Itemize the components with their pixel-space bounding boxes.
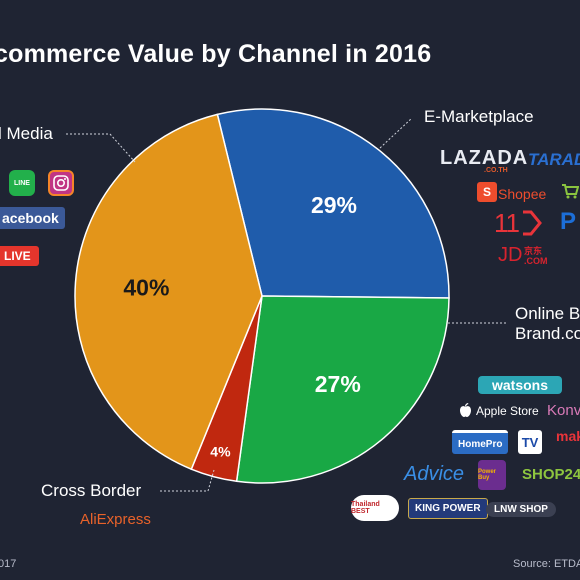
label-social-media: l Media [0, 124, 53, 143]
label-online-line1: Online B [515, 304, 580, 323]
king-power-logo: KING POWER [408, 498, 488, 519]
tv-direct-icon: TV [518, 430, 542, 454]
makro-logo: mak [556, 428, 580, 444]
thailand-best-logo-text: Thailand BEST [351, 501, 380, 515]
label-online-line2: Brand.co [515, 324, 580, 343]
tarad-logo: TARAD [528, 150, 580, 169]
cmart-cart-icon [560, 180, 580, 202]
chart-title: commerce Value by Channel in 2016 [0, 40, 432, 68]
label-cross-border: Cross Border [41, 481, 142, 500]
aliexpress-logo: AliExpress [80, 511, 151, 528]
konvy-logo: Konv [547, 402, 580, 419]
leader-social-diag [109, 133, 136, 163]
footer-year: 017 [0, 558, 17, 570]
eleven-street-logo: 11 [494, 208, 520, 238]
eleven-street-arrow-icon [523, 210, 542, 236]
cart-glyph-icon [562, 184, 579, 199]
lazada-sub-logo: .CO.TH [484, 167, 508, 174]
apple-icon [460, 403, 471, 417]
pie-slice-online-brand-com [235, 295, 450, 484]
shop24-logo: SHOP24 [522, 466, 580, 483]
pie-slice-e-marketplace [216, 108, 450, 299]
pie-percent-label: 29% [311, 192, 357, 218]
lnw-shop-logo: LNW SHOP [486, 502, 556, 517]
shopee-bag-icon: S [477, 182, 497, 202]
lazada-logo: LAZADA [440, 147, 529, 169]
jd-sub-logo: 京东 .COM [524, 246, 548, 266]
pie-percent-label: 4% [210, 443, 231, 459]
instagram-icon [48, 170, 74, 196]
jd-logo: JD [498, 244, 523, 266]
facebook-logo: acebook [0, 207, 65, 229]
watsons-logo: watsons [478, 376, 563, 394]
pie-slice-social-media [74, 113, 263, 471]
leader-emarket [379, 117, 413, 149]
footer-source: Source: ETDA [513, 558, 580, 570]
facebook-live-logo: LIVE [0, 246, 39, 266]
instagram-glyph-icon [53, 175, 69, 191]
shopee-logo: Shopee [498, 186, 547, 202]
powerbuy-logo-text: Power Buy [478, 469, 497, 481]
thailand-best-logo-icon: Thailand BEST [351, 495, 399, 521]
apple-store-logo: Apple Store [476, 404, 539, 418]
pie-percent-label: 27% [315, 371, 361, 397]
line-logo-icon: LINE [9, 170, 35, 196]
line-logo-text: LINE [14, 179, 30, 187]
pomelo-logo: P [560, 208, 577, 235]
label-e-marketplace: E-Marketplace [424, 107, 534, 126]
pie-percent-label: 40% [123, 275, 169, 301]
advice-logo: Advice [404, 463, 465, 485]
powerbuy-logo-icon: Power Buy [478, 460, 506, 490]
homepro-logo: HomePro [452, 430, 509, 454]
